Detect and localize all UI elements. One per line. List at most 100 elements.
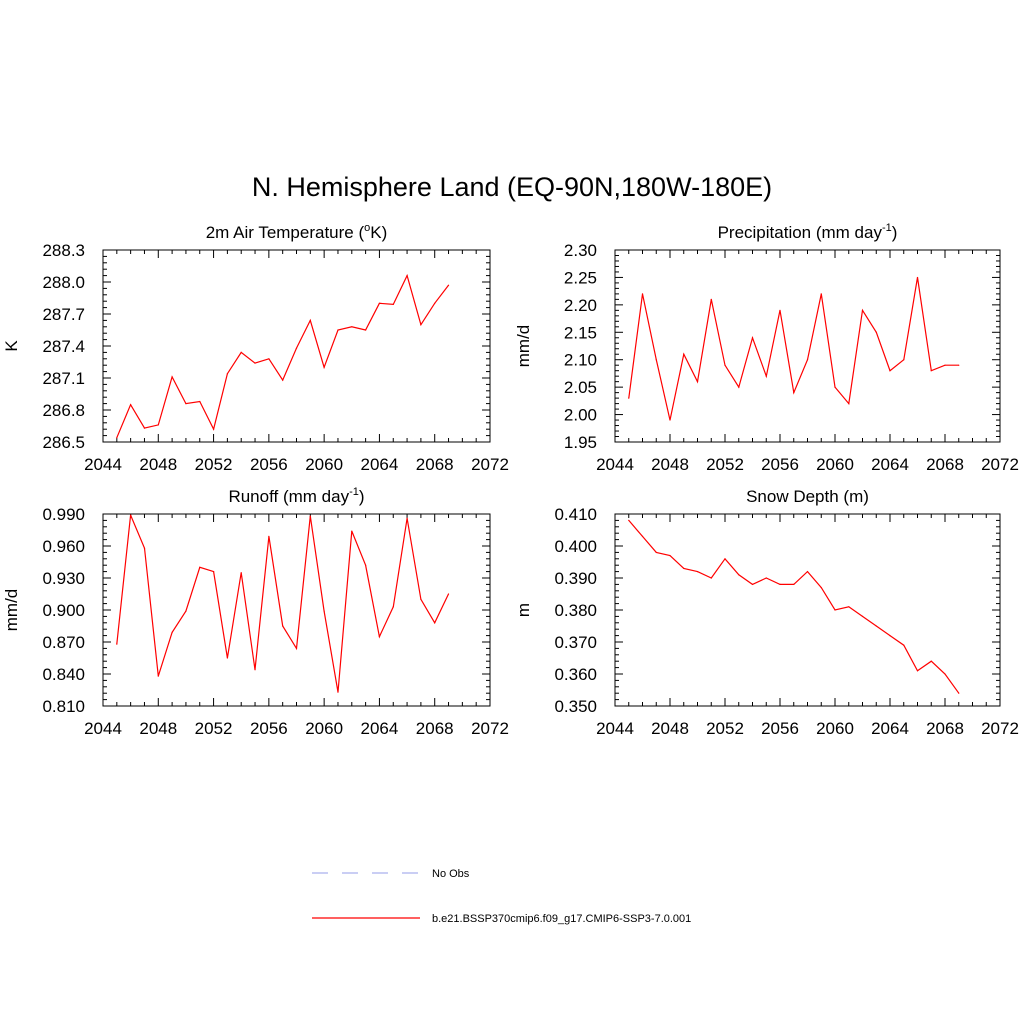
data-point <box>378 636 381 638</box>
panel-title: Precipitation (mm day-1) <box>718 222 898 242</box>
data-point <box>157 424 159 426</box>
x-tick-label: 2056 <box>250 455 288 474</box>
data-point <box>724 364 726 366</box>
data-point <box>420 324 422 326</box>
y-axis-label: mm/d <box>514 325 533 368</box>
data-point <box>628 519 630 522</box>
x-tick-label: 2072 <box>471 719 509 738</box>
data-point <box>793 392 795 394</box>
data-point <box>212 428 215 430</box>
x-tick-label: 2044 <box>596 455 634 474</box>
legend-label-1: No Obs <box>432 868 470 880</box>
data-point <box>751 337 754 339</box>
data-point <box>683 567 685 570</box>
x-tick-label: 2060 <box>305 719 343 738</box>
data-point <box>641 535 644 538</box>
data-point <box>889 370 891 372</box>
plot-frame <box>102 513 491 707</box>
y-tick-label: 0.870 <box>42 633 85 652</box>
x-tick-label: 2064 <box>871 719 909 738</box>
data-point <box>392 303 394 305</box>
y-tick-label: 2.05 <box>564 378 597 397</box>
data-point <box>116 437 118 439</box>
data-point <box>738 574 740 576</box>
y-tick-label: 2.15 <box>564 323 597 342</box>
x-tick-label: 2052 <box>195 719 233 738</box>
data-point <box>337 691 339 693</box>
data-point <box>765 375 767 377</box>
y-tick-label: 1.95 <box>564 433 597 452</box>
x-tick-label: 2056 <box>250 719 288 738</box>
data-point <box>875 625 877 627</box>
data-point <box>268 358 270 360</box>
y-tick-label: 0.810 <box>42 697 85 716</box>
plot-frame <box>614 249 1001 443</box>
x-tick-label: 2068 <box>416 455 454 474</box>
series-line <box>628 520 960 694</box>
data-point <box>185 610 187 612</box>
y-tick-label: 2.30 <box>564 241 597 260</box>
data-point <box>143 547 146 549</box>
panel-title: Runoff (mm day-1) <box>228 486 364 506</box>
data-point <box>447 284 450 286</box>
y-tick-label: 0.350 <box>554 697 597 716</box>
x-tick-label: 2044 <box>596 719 634 738</box>
panel-title-main: Runoff (mm day <box>228 487 349 506</box>
data-point <box>282 625 284 627</box>
data-point <box>889 635 891 637</box>
data-point <box>696 381 699 383</box>
data-point <box>226 373 228 375</box>
y-tick-label: 286.8 <box>42 401 85 420</box>
panel-title-main: Snow Depth (m) <box>746 487 869 506</box>
data-point <box>765 577 767 579</box>
data-point <box>916 276 919 279</box>
y-tick-label: 0.840 <box>42 665 85 684</box>
data-point <box>323 366 325 368</box>
x-tick-label: 2052 <box>706 719 744 738</box>
data-point <box>365 329 367 331</box>
data-point <box>848 403 850 405</box>
y-tick-label: 2.25 <box>564 268 597 287</box>
data-point <box>738 386 740 388</box>
data-point <box>406 275 408 277</box>
y-axis-label: mm/d <box>2 589 21 632</box>
data-point <box>861 615 864 618</box>
data-point <box>958 364 960 366</box>
panel-title-suffix: ) <box>892 223 898 242</box>
data-point <box>834 609 836 611</box>
x-tick-label: 2052 <box>706 455 744 474</box>
legend: No Obs b.e21.BSSP370cmip6.f09_g17.CMIP6-S… <box>312 868 691 925</box>
data-point <box>669 555 671 557</box>
panel-title-superscript: -1 <box>349 486 359 498</box>
data-point <box>212 571 215 573</box>
x-tick-label: 2072 <box>981 719 1019 738</box>
figure-title: N. Hemisphere Land (EQ-90N,180W-180E) <box>252 172 772 202</box>
chart-panel-4: 2044 2048 2052 2056 2060 2064 2068 2072 0.350 0.3… <box>514 487 1019 738</box>
data-point <box>268 535 270 538</box>
x-tick-label: 2068 <box>416 719 454 738</box>
x-tick-label: 2060 <box>305 455 343 474</box>
panel-title-suffix: ) <box>359 487 365 506</box>
x-tick-label: 2064 <box>871 455 909 474</box>
y-tick-label: 0.360 <box>554 665 597 684</box>
data-point <box>848 606 850 608</box>
data-point <box>710 298 712 300</box>
y-tick-label: 2.20 <box>564 296 597 315</box>
data-point <box>254 669 256 671</box>
y-axis-label: m <box>514 603 533 617</box>
data-point <box>944 364 946 366</box>
panel-title-main: Precipitation (mm day <box>718 223 883 242</box>
data-point <box>240 572 242 574</box>
x-tick-label: 2068 <box>926 455 964 474</box>
series-line <box>116 273 449 438</box>
y-tick-label: 0.990 <box>42 505 85 524</box>
series-line <box>628 277 959 421</box>
data-point <box>130 404 132 406</box>
y-tick-label: 2.10 <box>564 351 597 370</box>
data-point <box>447 593 450 595</box>
x-tick-label: 2044 <box>84 719 122 738</box>
x-tick-label: 2072 <box>471 455 509 474</box>
data-point <box>834 386 836 388</box>
y-tick-label: 2.00 <box>564 406 597 425</box>
chart-panel-3: 2044 2048 2052 2056 2060 2064 2068 2072 0.810 0.8… <box>2 486 509 738</box>
